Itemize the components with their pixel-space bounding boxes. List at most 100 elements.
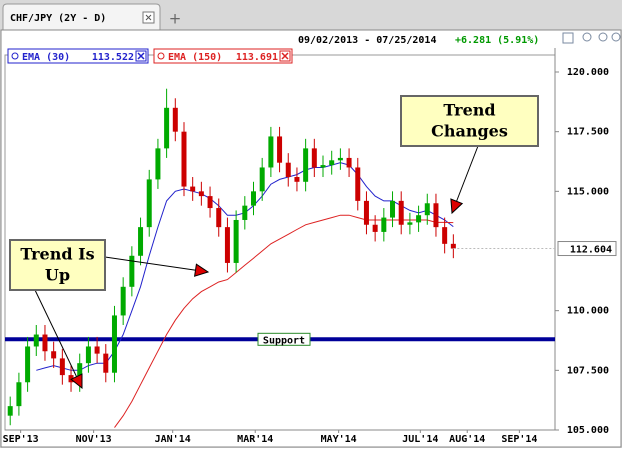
y-tick-label: 120.000 — [567, 67, 609, 78]
price-change: +6.281 (5.91%) — [455, 35, 539, 46]
legend-icon — [157, 52, 165, 60]
candle-body — [398, 200, 404, 225]
candle-body — [363, 200, 369, 225]
candle-body — [233, 219, 239, 263]
candle-body — [7, 406, 13, 416]
candle-body — [242, 205, 248, 220]
arrow-shaft — [104, 256, 209, 273]
legend-icon — [11, 52, 19, 60]
legend-close-icon — [281, 52, 289, 60]
legend-name: EMA (30) — [22, 52, 70, 63]
date-range: 09/02/2013 - 07/25/2014 — [298, 35, 436, 46]
candle-body — [268, 136, 274, 168]
x-tick-label: JAN'14 — [155, 434, 191, 445]
candle-body — [94, 346, 100, 354]
tool-reset[interactable] — [562, 32, 574, 44]
annotation-text: Changes — [431, 122, 508, 141]
candle-body — [138, 227, 144, 256]
legend-box — [7, 48, 149, 64]
candle-body — [181, 131, 187, 187]
x-tick-label: MAY'14 — [321, 434, 357, 445]
legend-close-icon — [137, 52, 145, 60]
candle-body — [303, 148, 309, 182]
candle-body — [259, 167, 265, 192]
last-price-label: 112.604 — [570, 245, 612, 256]
candle-body — [190, 186, 196, 192]
x-tick-label: AUG'14 — [449, 434, 485, 445]
y-tick-label: 115.000 — [567, 186, 609, 197]
candle-body — [424, 203, 430, 216]
ema-line — [114, 214, 454, 428]
candle-body — [433, 203, 439, 228]
candle-body — [277, 136, 283, 163]
y-tick-label: 110.000 — [567, 306, 609, 317]
support-label-box — [257, 332, 311, 346]
candle-body — [42, 334, 48, 352]
candle-body — [111, 315, 117, 373]
candle-body — [172, 107, 178, 132]
candle-body — [77, 363, 83, 383]
candle-body — [372, 224, 378, 232]
candle-body — [294, 177, 300, 182]
candle-body — [51, 351, 57, 359]
candle-body — [285, 162, 291, 178]
candle-body — [346, 157, 352, 168]
candle-body — [25, 346, 31, 383]
support-label: Support — [263, 335, 305, 346]
x-tick-label: JUL'14 — [402, 434, 438, 445]
add-tab[interactable]: + — [169, 10, 182, 28]
candle-body — [390, 200, 396, 218]
x-tick-label: SEP'14 — [501, 434, 537, 445]
legend-value: 113.522 — [92, 52, 134, 63]
candle-body — [207, 196, 213, 209]
candle-body — [146, 179, 152, 228]
candle-body — [103, 353, 109, 373]
tab-close-icon — [145, 14, 152, 21]
tool-zoom[interactable] — [611, 32, 621, 42]
candle-body — [68, 375, 74, 383]
candle-body — [16, 382, 22, 407]
candle-body — [120, 286, 126, 316]
legend-value: 113.691 — [236, 52, 278, 63]
candle-body — [224, 227, 230, 263]
candle-body — [59, 358, 65, 376]
candle-body — [416, 215, 422, 223]
candle-body — [198, 191, 204, 197]
legend-name: EMA (150) — [168, 52, 222, 63]
annotation-box — [9, 239, 106, 291]
arrow-head — [193, 263, 210, 277]
candle-body — [381, 217, 387, 232]
tab-title: CHF/JPY (2Y - D) — [10, 13, 106, 24]
y-tick-label: 117.500 — [567, 127, 609, 138]
candle-body — [450, 243, 456, 249]
x-tick-label: SEP'13 — [3, 434, 39, 445]
annotation-text: Trend Is — [20, 245, 94, 264]
x-tick-label: MAR'14 — [237, 434, 273, 445]
annotation-text: Up — [45, 266, 70, 285]
candle-body — [442, 227, 448, 244]
candle-body — [33, 334, 39, 347]
y-tick-label: 107.500 — [567, 365, 609, 376]
tool-zoom-out[interactable] — [598, 32, 608, 42]
candle-body — [216, 208, 222, 228]
arrow-shaft — [34, 289, 83, 389]
legend-box — [153, 48, 293, 64]
y-tick-label: 105.000 — [567, 425, 609, 436]
annotation-box — [400, 95, 539, 147]
candle-body — [85, 346, 91, 364]
tool-zoom-in[interactable] — [582, 32, 592, 42]
arrow-head — [70, 373, 83, 390]
last-price-box — [557, 241, 617, 257]
candle-body — [311, 148, 317, 168]
tab[interactable] — [2, 3, 161, 31]
candle-body — [129, 255, 135, 287]
candle-body — [355, 167, 361, 201]
candle-body — [329, 160, 335, 166]
arrow-head — [450, 198, 464, 215]
candle-body — [250, 191, 256, 206]
candle-body — [337, 157, 343, 161]
candle-body — [155, 148, 161, 180]
toolbar — [562, 32, 621, 44]
x-tick-label: NOV'13 — [76, 434, 112, 445]
